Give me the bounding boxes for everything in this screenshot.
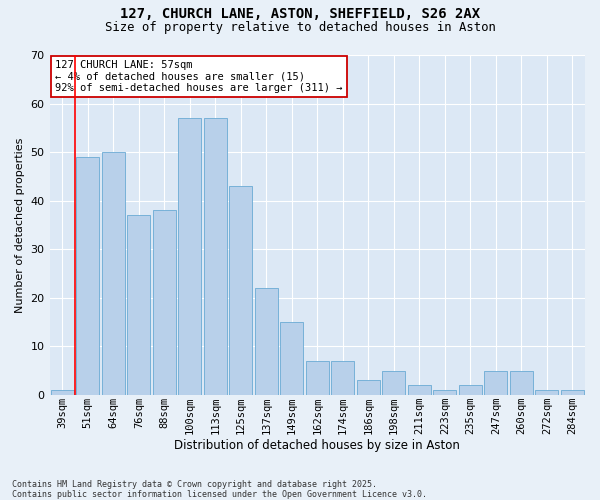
Text: Contains HM Land Registry data © Crown copyright and database right 2025.
Contai: Contains HM Land Registry data © Crown c… [12,480,427,499]
Bar [280,322,303,395]
Bar [76,157,99,395]
Bar [535,390,558,395]
Bar [561,390,584,395]
Y-axis label: Number of detached properties: Number of detached properties [15,138,25,312]
Bar [229,186,252,395]
Bar [510,371,533,395]
Bar [204,118,227,395]
Bar [255,288,278,395]
Bar [382,371,405,395]
Bar [306,361,329,395]
Bar [51,390,74,395]
Bar [459,386,482,395]
Bar [331,361,354,395]
Bar [178,118,201,395]
Bar [102,152,125,395]
Bar [408,386,431,395]
Bar [357,380,380,395]
Text: 127 CHURCH LANE: 57sqm
← 4% of detached houses are smaller (15)
92% of semi-deta: 127 CHURCH LANE: 57sqm ← 4% of detached … [55,60,343,94]
Bar [127,216,150,395]
Bar [484,371,507,395]
Text: Size of property relative to detached houses in Aston: Size of property relative to detached ho… [104,21,496,34]
Bar [153,210,176,395]
Bar [433,390,456,395]
Text: 127, CHURCH LANE, ASTON, SHEFFIELD, S26 2AX: 127, CHURCH LANE, ASTON, SHEFFIELD, S26 … [120,8,480,22]
X-axis label: Distribution of detached houses by size in Aston: Distribution of detached houses by size … [175,440,460,452]
